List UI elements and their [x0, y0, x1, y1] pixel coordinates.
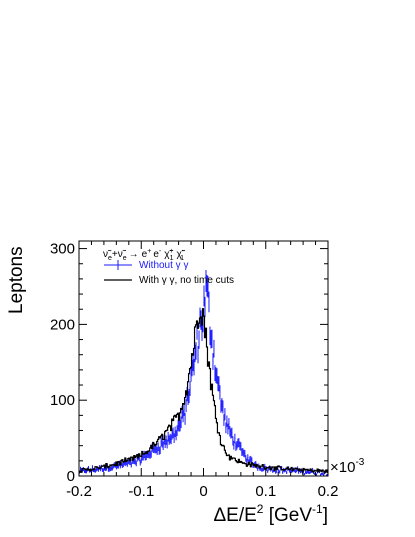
legend-entry-with-gamma: With γ γ, no time cuts: [139, 275, 234, 286]
legend-marker-without-gamma: [104, 260, 132, 270]
y-axis-title: Leptons: [6, 246, 27, 314]
x-axis-ticks: -0.2 -0.1 0 0.1 0.2: [66, 241, 338, 500]
legend: ν̃e+ν̃e → e+ e-χ̃+ 1 χ̃-1 Without γ γ With γ …: [103, 248, 234, 286]
legend-header: ν̃e+ν̃e → e+ e-χ̃+ 1 χ̃-1: [103, 248, 186, 262]
x-axis-title: ΔE/E2 [GeV-1]: [213, 502, 328, 526]
y-tick-label: 100: [50, 392, 75, 409]
y-tick-label: 300: [50, 241, 75, 258]
series-without-gamma: [78, 270, 329, 476]
x-multiplier: ×10-3: [330, 457, 365, 476]
y-tick-label: 0: [67, 468, 75, 485]
legend-entry-without-gamma: Without γ γ: [139, 260, 188, 271]
x-tick-label: 0: [199, 483, 207, 500]
y-axis-ticks: 0 100 200 300: [50, 241, 328, 485]
series-with-gamma: [79, 308, 328, 474]
x-tick-label: 0.2: [318, 483, 339, 500]
x-tick-label: 0.1: [255, 483, 276, 500]
line-with-gamma: [79, 308, 328, 474]
x-tick-label: -0.1: [128, 483, 154, 500]
y-tick-label: 200: [50, 316, 75, 333]
x-tick-label: -0.2: [66, 483, 92, 500]
